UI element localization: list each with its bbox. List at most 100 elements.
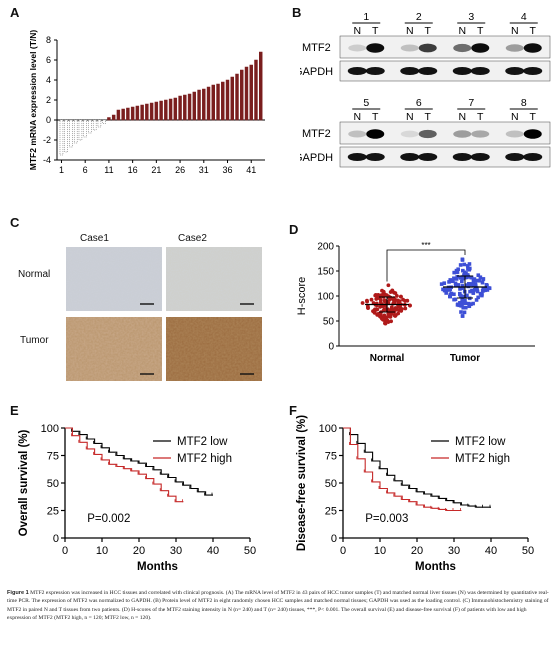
d-point-tumor xyxy=(473,284,478,289)
panel-label-f: F xyxy=(289,403,297,418)
d-point-tumor xyxy=(460,286,465,290)
d-point-normal xyxy=(380,304,385,309)
d-point-tumor xyxy=(471,291,476,295)
a-bar xyxy=(192,91,197,121)
d-y-tick-label: 100 xyxy=(317,292,334,303)
f-y-tick-label: 75 xyxy=(325,451,337,463)
d-point-normal xyxy=(408,303,412,308)
b-lane-number: 6 xyxy=(416,97,422,109)
a-bar xyxy=(216,83,220,121)
d-point-tumor xyxy=(460,257,465,262)
b-gapdh-band xyxy=(523,67,543,75)
d-point-tumor xyxy=(454,270,459,275)
a-bar xyxy=(197,89,201,121)
panel-label-b: B xyxy=(292,5,302,20)
d-point-tumor xyxy=(471,279,476,283)
a-x-tick-label: 41 xyxy=(246,165,256,175)
d-point-tumor xyxy=(458,301,462,305)
b-lane-number: 8 xyxy=(521,97,527,109)
d-point-normal xyxy=(390,289,394,294)
d-point-tumor xyxy=(465,264,470,268)
d-point-tumor xyxy=(451,279,455,284)
e-x-tick-label: 0 xyxy=(62,545,68,557)
b-gapdh-band xyxy=(470,67,490,75)
b-mtf2-membrane xyxy=(339,35,551,59)
b-mtf2-band xyxy=(523,43,542,53)
a-bar xyxy=(121,108,125,121)
d-y-tick-label: 50 xyxy=(323,317,335,328)
d-point-tumor xyxy=(458,263,463,267)
d-point-tumor xyxy=(448,292,453,297)
b-mtf2-band xyxy=(505,130,524,138)
b-mtf2-band xyxy=(471,43,490,53)
a-y-tick-label: 4 xyxy=(46,75,51,85)
d-point-tumor xyxy=(467,262,472,266)
d-point-normal xyxy=(382,313,387,318)
a-bar xyxy=(102,119,106,124)
b-lane-number: 5 xyxy=(363,97,369,109)
a-bar xyxy=(69,119,73,148)
d-point-tumor xyxy=(462,299,467,304)
f-y-tick-label: 100 xyxy=(319,423,337,435)
b-lane-number: 2 xyxy=(416,12,422,23)
d-point-tumor xyxy=(457,303,461,308)
d-point-normal xyxy=(376,312,381,317)
d-point-normal xyxy=(381,292,386,297)
a-y-tick-label: 8 xyxy=(46,35,51,45)
f-y-tick-label: 50 xyxy=(325,478,337,490)
d-point-tumor xyxy=(444,288,449,293)
b-normal-label: N xyxy=(353,111,361,123)
panel-label-c: C xyxy=(10,215,20,230)
f-p-value: P=0.003 xyxy=(365,513,408,525)
f-curve-high xyxy=(343,427,462,512)
f-x-tick-label: 10 xyxy=(374,545,386,557)
d-point-normal xyxy=(388,314,393,319)
d-point-normal xyxy=(382,307,387,312)
d-point-tumor xyxy=(474,298,479,302)
d-point-tumor xyxy=(439,282,444,286)
d-point-normal xyxy=(388,297,392,302)
b-mtf2-band xyxy=(523,129,542,139)
d-point-tumor xyxy=(462,310,467,315)
d-significance-label: *** xyxy=(421,241,430,250)
panel-label-a: A xyxy=(10,5,20,20)
b-normal-label: N xyxy=(511,111,519,123)
b-lane-number: 3 xyxy=(468,12,474,23)
d-point-tumor xyxy=(470,288,474,293)
d-point-tumor xyxy=(480,292,484,296)
d-point-tumor xyxy=(456,283,461,287)
f-legend-label-high: MTF2 high xyxy=(455,453,510,465)
b-gapdh-band xyxy=(365,153,385,161)
a-bar xyxy=(135,105,140,121)
d-point-normal xyxy=(385,318,390,323)
d-point-tumor xyxy=(474,278,479,283)
a-x-tick-label: 1 xyxy=(59,165,64,175)
d-point-tumor xyxy=(469,302,473,307)
a-bar xyxy=(64,119,68,153)
b-tumor-label: T xyxy=(425,25,432,37)
f-curve-low xyxy=(343,427,491,508)
a-bar xyxy=(78,119,83,141)
d-point-tumor xyxy=(475,288,479,293)
chart-f-disease-free-survival: 0 25 50 75 100 0 10 20 30 40 50 Months Disease-free … xyxy=(296,415,534,573)
a-y-tick-label: 2 xyxy=(46,95,51,105)
a-x-tick-label: 6 xyxy=(83,165,88,175)
b-gapdh-band xyxy=(365,67,385,75)
f-x-tick-label: 20 xyxy=(411,545,423,557)
d-point-tumor xyxy=(471,283,476,288)
b-row-label-mtf2: MTF2 xyxy=(302,42,331,54)
panel-label-e: E xyxy=(10,403,19,418)
b-lane-number: 7 xyxy=(468,97,474,109)
a-bar xyxy=(130,106,135,121)
a-y-tick-label: 6 xyxy=(46,55,51,65)
d-point-tumor xyxy=(452,270,456,275)
d-point-tumor xyxy=(463,301,468,306)
f-legend-label-low: MTF2 low xyxy=(455,436,506,448)
ihc-panel: Case1 Case2 Normal Tumor xyxy=(18,225,268,385)
b-mtf2-band xyxy=(348,130,367,138)
e-x-tick-label: 40 xyxy=(207,545,219,557)
a-bar xyxy=(168,98,173,121)
f-x-tick-label: 50 xyxy=(522,545,534,557)
a-bar xyxy=(73,119,78,144)
b-gapdh-band xyxy=(418,67,438,75)
